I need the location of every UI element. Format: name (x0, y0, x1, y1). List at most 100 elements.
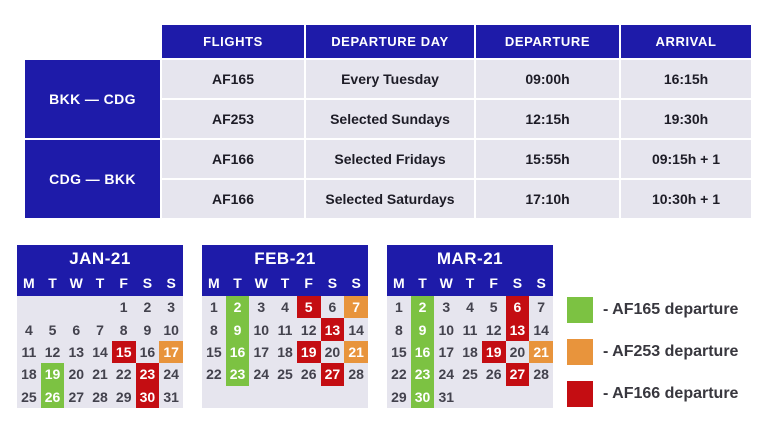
calendar-day: 15 (206, 343, 222, 360)
calendar-day (226, 386, 250, 408)
table-cell-departure: 09:00h (476, 60, 619, 98)
calendar-day: 2 (143, 299, 152, 316)
weekday-letter: M (208, 274, 220, 291)
calendar-day: 13 (505, 318, 530, 341)
column-header-departure-day: DEPARTURE DAY (306, 25, 474, 58)
calendar-day: 26 (300, 366, 317, 383)
calendar-day: 23 (225, 363, 250, 386)
calendar-day: 20 (324, 343, 341, 360)
calendar-day: 30 (410, 385, 435, 408)
calendar-day: 16 (410, 340, 435, 364)
table-cell-departure: 17:10h (476, 180, 619, 218)
calendar-day: 14 (533, 321, 549, 338)
calendar-day: 18 (277, 343, 293, 360)
weekday-letter: F (489, 274, 498, 291)
calendar-day: 14 (348, 321, 364, 338)
calendar-day: 7 (537, 299, 546, 316)
calendar-day (273, 386, 297, 408)
calendar-day: 15 (391, 343, 407, 360)
calendar-day: 11 (462, 321, 478, 338)
calendar-day: 28 (533, 366, 549, 383)
calendar-day: 30 (135, 385, 160, 408)
calendar-day: 21 (92, 366, 108, 383)
calendar-day: 31 (163, 388, 179, 405)
calendar-day: 20 (509, 343, 526, 360)
calendar-day: 18 (21, 366, 37, 383)
legend-item-af166: - AF166 departure (567, 381, 738, 407)
calendar-day: 11 (277, 321, 293, 338)
calendar-day (344, 386, 368, 408)
calendar-day: 24 (163, 366, 179, 383)
table-cell-arrival: 10:30h + 1 (621, 180, 751, 218)
weekday-letter: S (166, 274, 176, 291)
calendar-day: 12 (300, 321, 317, 338)
calendar-day: 9 (225, 318, 250, 341)
calendar-day: 29 (115, 388, 132, 405)
weekday-letter: W (439, 274, 453, 291)
legend-swatch-red (567, 381, 593, 407)
column-header-flights: FLIGHTS (162, 25, 304, 58)
weekday-letter: F (119, 274, 128, 291)
table-cell-arrival: 19:30h (621, 100, 751, 138)
calendar-day (482, 386, 506, 408)
column-header-departure: DEPARTURE (476, 25, 619, 58)
calendar-day: 25 (462, 366, 478, 383)
calendar-day: 1 (209, 299, 218, 316)
calendar-day: 27 (320, 363, 345, 386)
calendar-grid: 1 2 3 4 5 6 7 8 9 10 11 12 13 14 15 16 17 18 19 20 21 22 23 24 2… (202, 296, 368, 408)
calendar-day: 5 (489, 299, 498, 316)
calendar-day: 6 (72, 321, 81, 338)
route-group-cdg-bkk: CDG — BKK (25, 140, 160, 218)
route-group-bkk-cdg: BKK — CDG (25, 60, 160, 138)
weekday-letter: S (142, 274, 153, 291)
calendar-day: 26 (40, 385, 65, 408)
calendar-day: 4 (466, 299, 474, 316)
calendar-day: 11 (21, 343, 37, 360)
calendar-day (41, 296, 65, 318)
weekday-letter: S (351, 274, 361, 291)
weekday-letter: S (512, 274, 523, 291)
weekday-letter: W (254, 274, 268, 291)
column-header-arrival: ARRIVAL (621, 25, 751, 58)
weekday-letter: S (327, 274, 338, 291)
calendar-day: 4 (24, 321, 33, 338)
weekday-letter: F (304, 274, 313, 291)
calendar-day: 5 (296, 296, 321, 319)
calendar-day: 22 (391, 366, 407, 383)
calendar-day: 17 (253, 343, 270, 360)
calendar-day: 6 (328, 299, 337, 316)
table-cell-arrival: 09:15h + 1 (621, 140, 751, 178)
calendar-day: 2 (225, 296, 250, 319)
calendar-day (458, 386, 482, 408)
calendar-day: 27 (68, 388, 85, 405)
calendar-day: 6 (505, 296, 530, 319)
legend-item-af165: - AF165 departure (567, 297, 738, 323)
calendar-day (64, 296, 88, 318)
calendar-day: 17 (438, 343, 455, 360)
legend-swatch-green (567, 297, 593, 323)
calendar-day: 13 (320, 318, 345, 341)
calendar-day (529, 386, 553, 408)
legend: - AF165 departure - AF253 departure - AF… (567, 297, 738, 423)
calendar-day: 25 (277, 366, 293, 383)
calendar-day: 10 (438, 321, 455, 338)
calendar-day: 24 (253, 366, 270, 383)
calendar-day: 8 (209, 321, 218, 338)
calendar-day: 19 (481, 340, 506, 364)
calendar-day: 22 (115, 366, 132, 383)
calendar-day: 31 (438, 388, 455, 405)
calendar-day: 7 (344, 296, 368, 319)
calendar-day: 3 (442, 299, 451, 316)
calendar-day: 15 (111, 340, 136, 364)
calendar-title: MAR-21 (387, 245, 553, 272)
weekday-letter: T (95, 274, 105, 291)
weekday-letter: M (393, 274, 405, 291)
weekday-letter: T (465, 274, 475, 291)
calendar-day: 28 (348, 366, 364, 383)
table-cell-flight: AF165 (162, 60, 304, 98)
calendar-day: 5 (48, 321, 57, 338)
table-corner-spacer (25, 25, 160, 58)
weekday-letter: T (418, 274, 427, 291)
